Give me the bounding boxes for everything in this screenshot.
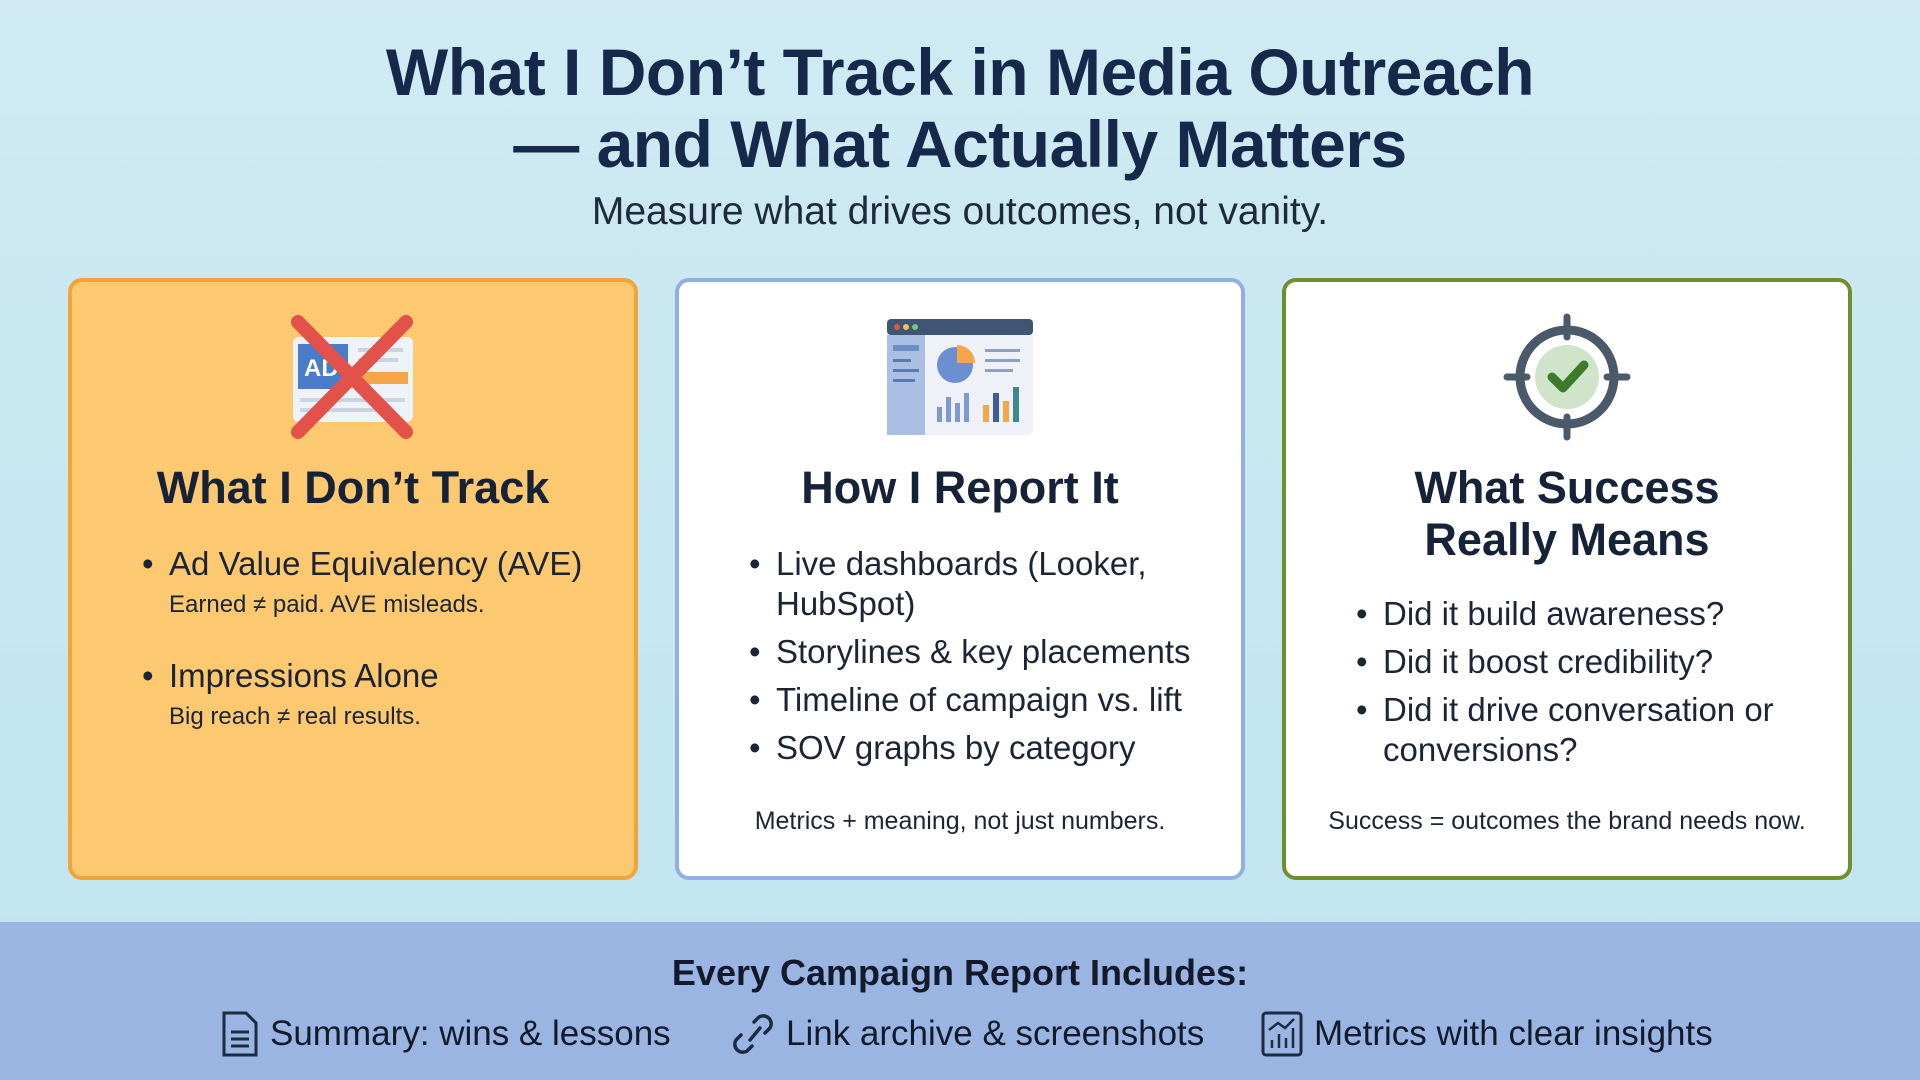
report-list: Live dashboards (Looker, HubSpot) Storyl… — [749, 544, 1211, 768]
card-note: Success = outcomes the brand needs now. — [1328, 807, 1806, 835]
item-note: Big reach ≠ real results. — [169, 703, 421, 730]
target-check-icon — [1503, 313, 1631, 441]
footer-item-summary: Summary: wins & lessons — [220, 1010, 671, 1058]
card-how-report: How I Report It Live dashboards (Looker,… — [675, 278, 1245, 880]
list-item: Did it build awareness? — [1356, 594, 1818, 634]
card-title: How I Report It — [801, 462, 1119, 513]
page-title: What I Don’t Track in Media Outreach — a… — [0, 36, 1920, 180]
subtitle: Measure what drives outcomes, not vanity… — [591, 190, 1329, 233]
title-line-2: — and What Actually Matters — [513, 107, 1407, 181]
footer-item-links: Link archive & screenshots — [730, 1010, 1204, 1058]
chart-icon — [1261, 1011, 1303, 1057]
link-icon — [733, 1014, 773, 1054]
success-list: Did it build awareness? Did it boost cre… — [1356, 594, 1818, 770]
list-item: Storylines & key placements — [749, 632, 1211, 672]
dont-track-list: Ad Value Equivalency (AVE)Earned ≠ paid.… — [142, 544, 604, 732]
list-item: SOV graphs by category — [749, 728, 1211, 768]
dashboard-icon — [887, 319, 1033, 435]
list-item: Ad Value Equivalency (AVE)Earned ≠ paid.… — [142, 544, 604, 620]
list-item: Live dashboards (Looker, HubSpot) — [749, 544, 1211, 624]
card-dont-track: AD What I Don’t Track Ad Value Equivalen… — [68, 278, 638, 880]
list-item: Timeline of campaign vs. lift — [749, 680, 1211, 720]
card-title: What I Don’t Track — [156, 462, 550, 513]
list-item: Did it drive conversation or conversions… — [1356, 690, 1818, 770]
list-item: Did it boost credibility? — [1356, 642, 1818, 682]
card-note: Metrics + meaning, not just numbers. — [754, 807, 1166, 835]
footer-item-metrics: Metrics with clear insights — [1260, 1010, 1713, 1058]
footer-title: Every Campaign Report Includes: — [671, 952, 1249, 993]
document-icon — [222, 1011, 258, 1057]
item-note: Earned ≠ paid. AVE misleads. — [169, 591, 485, 618]
title-line-1: What I Don’t Track in Media Outreach — [385, 35, 1535, 109]
footer-bar: Every Campaign Report Includes: Summary:… — [0, 922, 1920, 1080]
crossed-ad-icon: AD — [291, 315, 413, 439]
card-title: What Success Really Means — [1414, 462, 1720, 565]
